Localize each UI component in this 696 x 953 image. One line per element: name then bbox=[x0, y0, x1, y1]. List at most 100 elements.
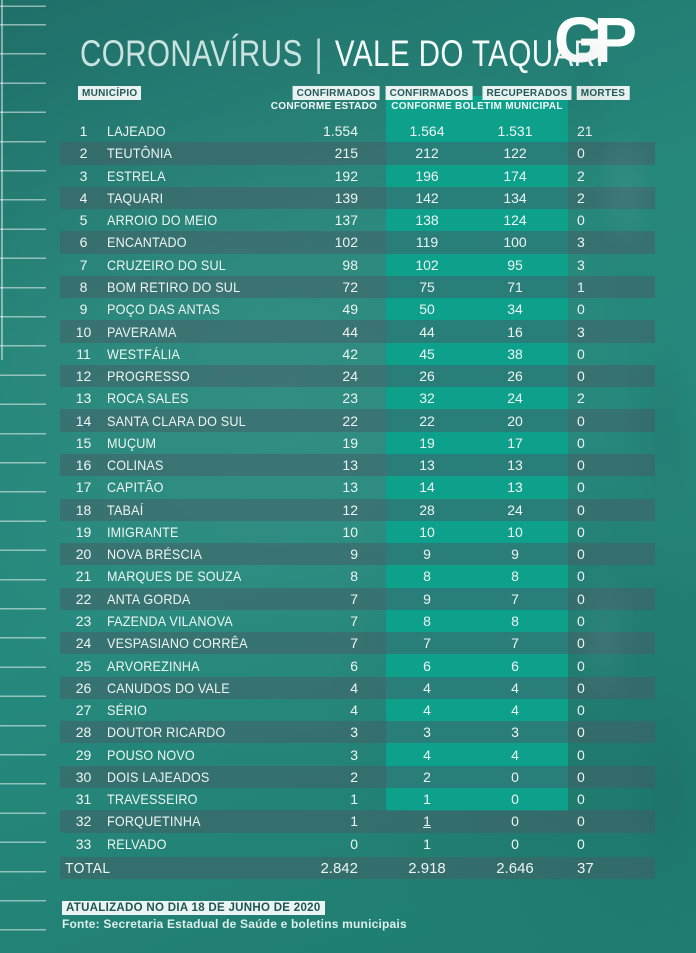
total-recovered: 2.646 bbox=[496, 859, 534, 877]
recovered-cell: 13 bbox=[507, 457, 523, 474]
rank-cell: 29 bbox=[75, 746, 92, 763]
confirmed-municipal-cell: 119 bbox=[415, 234, 439, 251]
deaths-cell: 0 bbox=[577, 612, 585, 629]
updated-badge: ATUALIZADO NO DIA 18 DE JUNHO DE 2020 bbox=[62, 901, 325, 915]
rank-cell: 8 bbox=[79, 278, 88, 295]
confirmed-state-cell: 23 bbox=[342, 390, 358, 407]
confirmed-state-cell: 19 bbox=[342, 434, 358, 451]
confirmed-municipal-cell: 19 bbox=[419, 434, 435, 451]
deaths-cell: 0 bbox=[577, 368, 585, 385]
confirmed-municipal-cell: 6 bbox=[423, 657, 431, 674]
total-confirmed-state: 2.842 bbox=[320, 859, 358, 877]
rank-cell: 15 bbox=[75, 434, 92, 451]
confirmed-state-cell: 13 bbox=[342, 479, 358, 496]
confirmed-municipal-cell: 45 bbox=[419, 345, 435, 362]
confirmed-state-cell: 1 bbox=[350, 813, 358, 830]
confirmed-municipal-cell: 8 bbox=[423, 568, 431, 585]
total-label: TOTAL bbox=[65, 859, 111, 877]
recovered-cell: 95 bbox=[507, 256, 523, 273]
confirmed-state-cell: 1.554 bbox=[322, 123, 358, 140]
confirmed-state-cell: 9 bbox=[350, 546, 358, 563]
table-row: 1 LAJEADO 1.554 1.564 1.531 21 bbox=[60, 120, 655, 142]
deaths-cell: 0 bbox=[577, 724, 585, 741]
recovered-cell: 7 bbox=[511, 590, 519, 607]
rank-cell: 14 bbox=[75, 412, 92, 429]
municipality-cell: FAZENDA VILANOVA bbox=[107, 612, 233, 629]
table-row: 4 TAQUARI 139 142 134 2 bbox=[60, 186, 655, 210]
municipality-cell: PAVERAMA bbox=[107, 323, 177, 340]
confirmed-state-cell: 3 bbox=[350, 746, 358, 763]
confirmed-state-cell: 7 bbox=[350, 590, 358, 607]
municipality-cell: CRUZEIRO DO SUL bbox=[107, 256, 226, 273]
deaths-cell: 0 bbox=[577, 835, 585, 852]
confirmed-state-cell: 12 bbox=[342, 501, 358, 518]
municipality-cell: LAJEADO bbox=[107, 123, 166, 140]
confirmed-state-cell: 7 bbox=[350, 635, 358, 652]
table-body: 1 LAJEADO 1.554 1.564 1.531 21 2 TEUTÔNIA 215 212… bbox=[60, 120, 655, 855]
confirmed-municipal-cell: 212 bbox=[415, 145, 439, 162]
recovered-cell: 0 bbox=[511, 768, 519, 785]
title-separator: | bbox=[314, 32, 323, 75]
confirmed-municipal-cell: 1 bbox=[423, 791, 431, 808]
confirmed-municipal-cell: 50 bbox=[419, 301, 435, 318]
table-row: 3 ESTRELA 192 196 174 2 bbox=[60, 165, 655, 187]
municipality-cell: ESTRELA bbox=[107, 167, 166, 184]
confirmed-state-cell: 137 bbox=[334, 212, 358, 229]
confirmed-municipal-cell: 7 bbox=[423, 635, 431, 652]
table-row: 28 DOUTOR RICARDO 3 3 3 0 bbox=[60, 721, 655, 744]
rank-cell: 13 bbox=[75, 390, 92, 407]
rank-cell: 18 bbox=[75, 501, 92, 518]
header-chip-recuperados: RECUPERADOS bbox=[482, 86, 572, 100]
header-chip-confirmados-municipal: CONFIRMADOS bbox=[385, 86, 473, 100]
confirmed-state-cell: 98 bbox=[342, 256, 358, 273]
table-row: 33 RELVADO 0 1 0 0 bbox=[60, 833, 655, 855]
table-row: 23 FAZENDA VILANOVA 7 8 8 0 bbox=[60, 610, 655, 632]
header-chip-municipio: MUNICÍPIO bbox=[78, 86, 142, 100]
confirmed-municipal-cell: 9 bbox=[423, 546, 431, 563]
rank-cell: 32 bbox=[75, 813, 92, 830]
left-edge-line bbox=[1, 0, 3, 360]
recovered-cell: 10 bbox=[507, 523, 523, 540]
confirmed-municipal-cell: 138 bbox=[415, 212, 439, 229]
deaths-cell: 0 bbox=[577, 657, 585, 674]
table-row: 9 POÇO DAS ANTAS 49 50 34 0 bbox=[60, 298, 655, 320]
confirmed-municipal-cell: 142 bbox=[415, 189, 439, 206]
confirmed-municipal-cell: 9 bbox=[423, 590, 431, 607]
confirmed-municipal-cell: 44 bbox=[419, 323, 435, 340]
table-row: 21 MARQUES DE SOUZA 8 8 8 0 bbox=[60, 565, 655, 587]
recovered-cell: 71 bbox=[507, 278, 523, 295]
rank-cell: 16 bbox=[75, 457, 92, 474]
municipality-cell: COLINAS bbox=[107, 457, 164, 474]
table-row: 5 ARROIO DO MEIO 137 138 124 0 bbox=[60, 209, 655, 231]
deaths-cell: 0 bbox=[577, 434, 585, 451]
municipality-cell: ROCA SALES bbox=[107, 390, 189, 407]
rank-cell: 7 bbox=[79, 256, 88, 273]
confirmed-state-cell: 102 bbox=[334, 234, 358, 251]
municipality-cell: NOVA BRÉSCIA bbox=[107, 546, 203, 563]
confirmed-state-cell: 2 bbox=[350, 768, 358, 785]
recovered-cell: 4 bbox=[511, 746, 519, 763]
deaths-cell: 0 bbox=[577, 546, 585, 563]
recovered-cell: 8 bbox=[511, 612, 519, 629]
table-row: 7 CRUZEIRO DO SUL 98 102 95 3 bbox=[60, 254, 655, 276]
deaths-cell: 3 bbox=[577, 234, 585, 251]
deaths-cell: 0 bbox=[577, 679, 585, 696]
table-row: 20 NOVA BRÉSCIA 9 9 9 0 bbox=[60, 543, 655, 566]
confirmed-municipal-cell: 1 bbox=[423, 813, 431, 830]
rank-cell: 9 bbox=[79, 301, 88, 318]
municipality-cell: CAPITÃO bbox=[107, 479, 164, 496]
deaths-cell: 0 bbox=[577, 457, 585, 474]
title-region: VALE DO TAQUARI bbox=[334, 33, 605, 74]
municipality-cell: FORQUETINHA bbox=[107, 813, 201, 830]
rank-cell: 30 bbox=[75, 768, 92, 785]
source-text: Fonte: Secretaria Estadual de Saúde e bo… bbox=[62, 917, 407, 931]
rank-cell: 20 bbox=[75, 546, 92, 563]
recovered-cell: 0 bbox=[511, 813, 519, 830]
confirmed-state-cell: 139 bbox=[334, 189, 358, 206]
municipality-cell: TEUTÔNIA bbox=[107, 145, 173, 162]
confirmed-municipal-cell: 4 bbox=[423, 702, 431, 719]
municipality-cell: RELVADO bbox=[107, 835, 167, 852]
header-chip-mortes: MORTES bbox=[576, 86, 630, 100]
recovered-cell: 0 bbox=[511, 791, 519, 808]
